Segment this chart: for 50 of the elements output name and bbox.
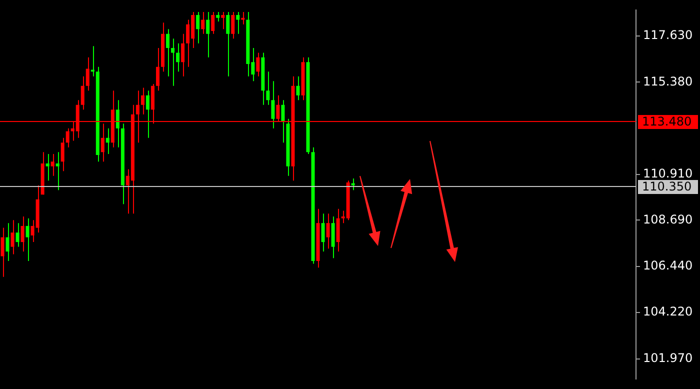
candlestick — [50, 153, 54, 176]
candlestick — [296, 76, 300, 101]
candlestick — [46, 153, 50, 182]
candlestick — [0, 227, 4, 278]
candlestick — [336, 208, 340, 252]
candlestick — [196, 12, 200, 44]
candlestick — [351, 178, 355, 191]
candlestick — [221, 12, 225, 30]
candlestick — [231, 12, 235, 40]
candlestick — [10, 220, 14, 255]
y-tick-label: 115.380 — [643, 74, 693, 88]
candlestick — [201, 12, 205, 34]
candlestick — [326, 213, 330, 250]
candlestick — [256, 52, 260, 77]
candlestick — [216, 12, 220, 22]
candlestick — [226, 12, 230, 77]
candlestick — [60, 137, 64, 172]
candlestick — [56, 152, 60, 191]
y-tick-label: 106.440 — [643, 258, 693, 273]
y-tick-label: 108.690 — [643, 212, 693, 226]
candlestick — [146, 90, 150, 138]
ref-line-label: 113.480 — [642, 114, 692, 129]
candlestick — [206, 12, 210, 58]
candlestick — [106, 128, 110, 154]
candlestick — [156, 47, 160, 92]
candlestick — [80, 76, 84, 110]
candlestick — [331, 216, 335, 259]
candlestick — [281, 100, 285, 144]
candlestick — [66, 128, 70, 148]
candlestick — [166, 28, 170, 77]
candlestick — [16, 222, 20, 248]
candlestick — [140, 87, 144, 115]
candlestick — [211, 12, 215, 34]
candlestick — [20, 216, 24, 252]
candlestick — [26, 218, 30, 262]
ref-line-label: 110.350 — [642, 180, 692, 194]
y-tick-label: 101.970 — [643, 350, 693, 365]
candlestick — [271, 80, 275, 129]
candlestick — [176, 42, 180, 72]
candlestick — [6, 222, 10, 262]
y-tick-label: 117.630 — [643, 28, 693, 42]
y-tick-label: 104.220 — [643, 304, 693, 319]
y-tick-label: 110.910 — [643, 166, 693, 181]
candlestick — [116, 100, 120, 148]
candlestick — [171, 38, 175, 86]
candlestick — [181, 33, 185, 77]
candlestick — [236, 12, 240, 34]
candlestick — [321, 213, 325, 252]
candlestick — [266, 71, 270, 106]
candlestick — [86, 56, 90, 92]
